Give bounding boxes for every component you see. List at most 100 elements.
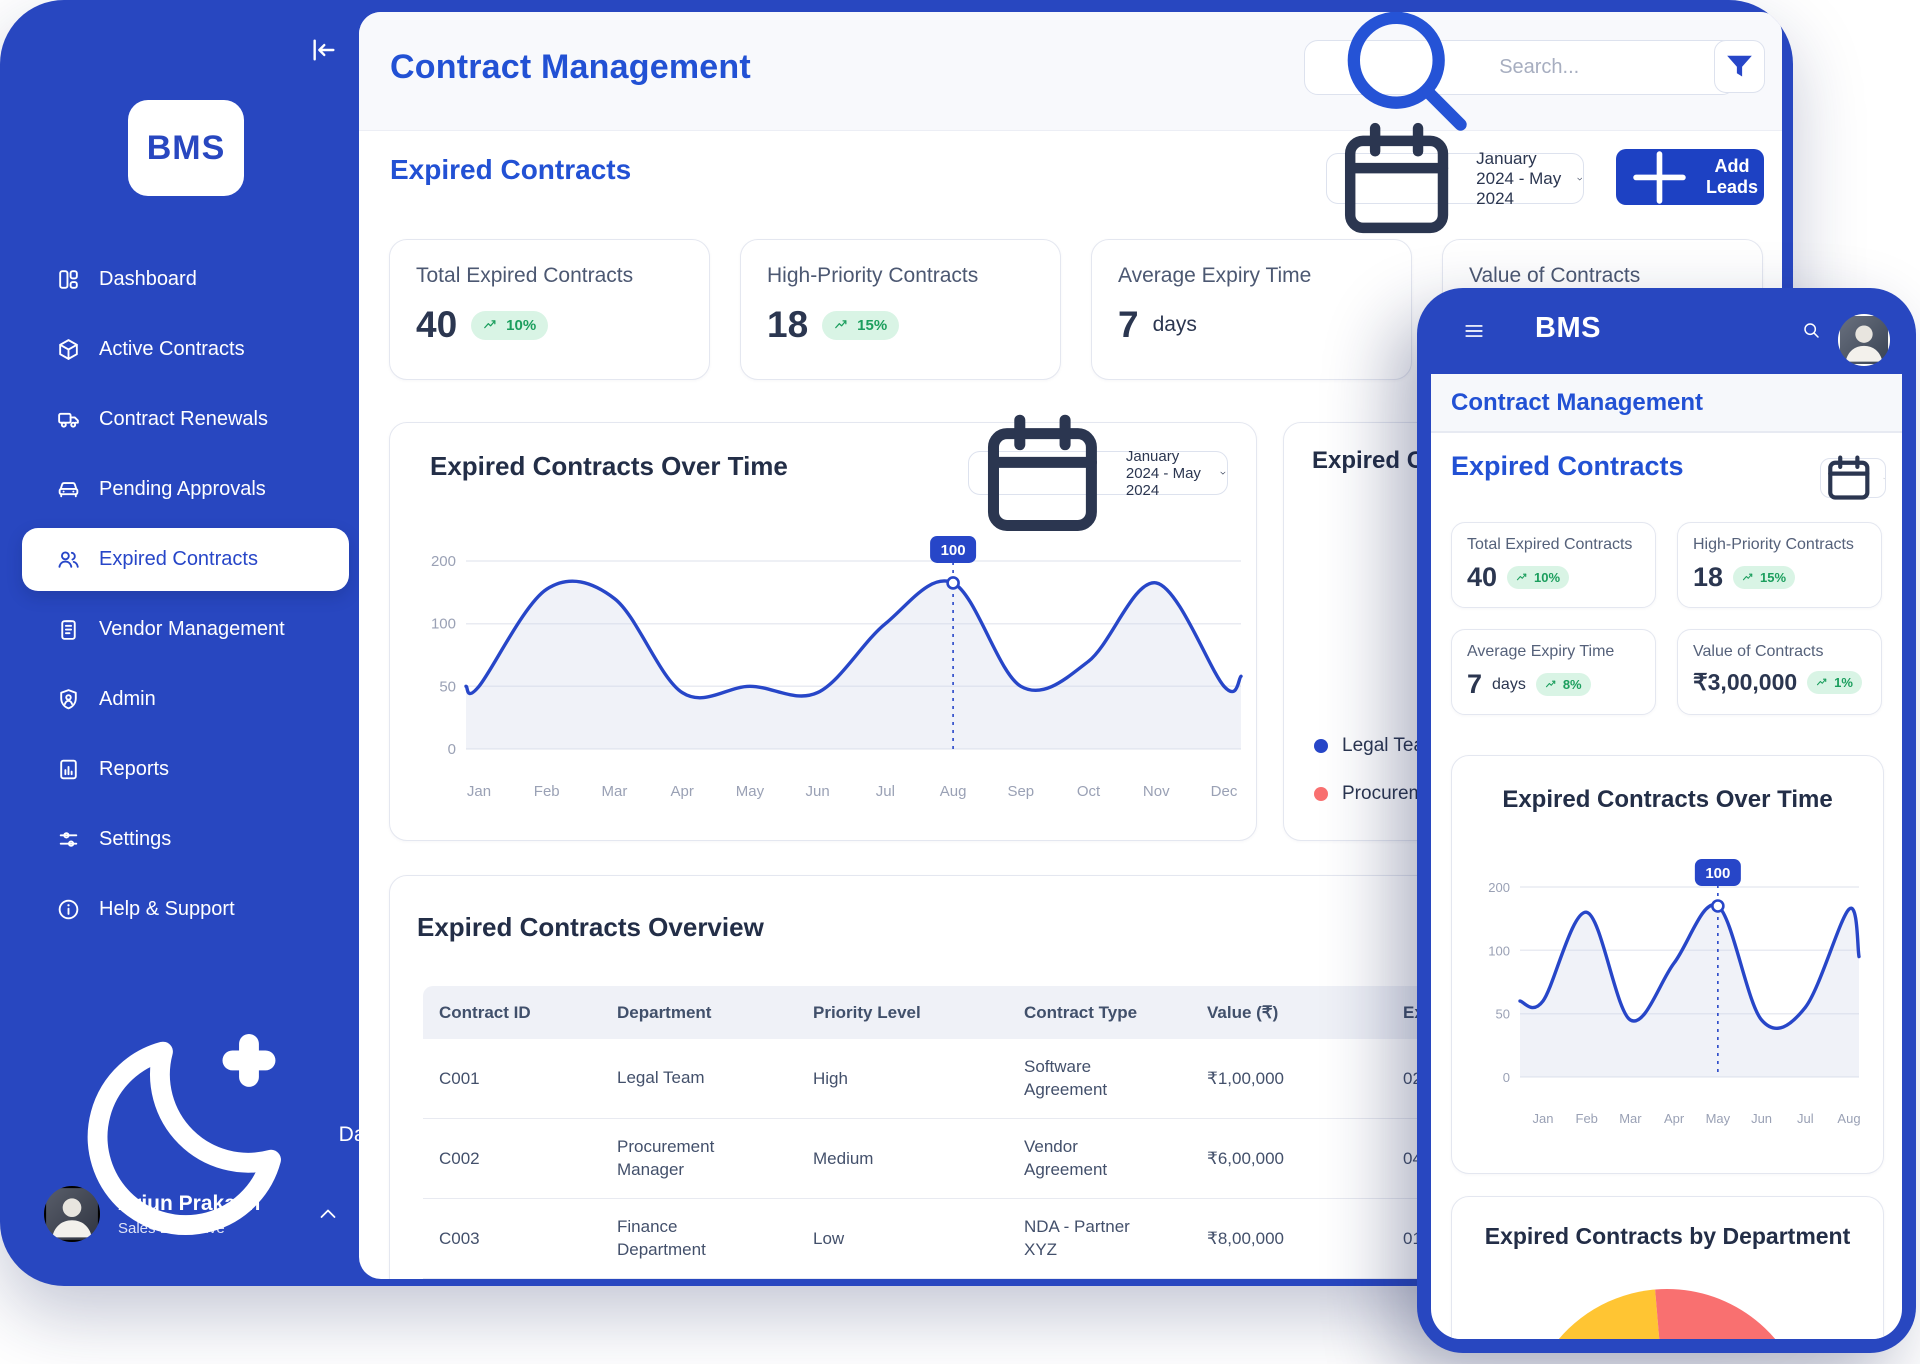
calendar-icon — [1821, 450, 1877, 506]
mobile-chart-title: Expired Contracts Over Time — [1502, 786, 1833, 813]
x-tick-label: Jul — [1797, 1111, 1814, 1126]
mobile-stat-card-high-priority-contracts: High-Priority Contracts 18 15% — [1677, 522, 1882, 608]
search-box[interactable] — [1304, 12, 1736, 132]
table-header-cell: Contract Type — [1024, 1002, 1138, 1022]
cell-type: Vendor Agreement — [1024, 1136, 1108, 1179]
add-leads-button[interactable]: Add Leads — [1616, 149, 1764, 205]
trend-badge: 10% — [471, 310, 549, 340]
search-icon — [1801, 323, 1821, 348]
y-tick-label: 0 — [448, 741, 456, 758]
users-icon — [56, 547, 81, 572]
sidebar-item-label: Admin — [99, 688, 156, 710]
y-tick-label: 50 — [439, 678, 456, 695]
search-input[interactable] — [1497, 55, 1719, 80]
sidebar-item-vendor-management[interactable]: Vendor Management — [22, 598, 349, 661]
cell-department: Procurement Manager — [617, 1136, 715, 1179]
user-profile[interactable]: Arjun Prakash Sales Executive — [30, 1176, 350, 1252]
x-tick-label: Apr — [671, 783, 694, 800]
sidebar-item-pending-approvals[interactable]: Pending Approvals — [22, 458, 349, 521]
x-tick-label: Dec — [1211, 783, 1238, 800]
add-leads-label: Add Leads — [1705, 156, 1759, 197]
stat-value: 7 — [1118, 304, 1139, 345]
dashboard-icon — [56, 267, 81, 292]
stat-unit: days — [1492, 675, 1526, 693]
tooltip-box — [930, 535, 977, 563]
sidebar-item-settings[interactable]: Settings — [22, 808, 349, 871]
sidebar-collapse-button[interactable] — [300, 28, 344, 72]
x-tick-label: Jan — [1533, 1111, 1554, 1126]
brand-logo: BMS — [128, 100, 244, 196]
plus-icon — [1622, 140, 1697, 215]
sidebar-item-expired-contracts[interactable]: Expired Contracts — [22, 528, 349, 591]
pie-slice — [1558, 1289, 1660, 1339]
chevron-down-icon — [1883, 472, 1885, 485]
x-tick-label: May — [736, 783, 765, 800]
line-chart-card: Expired Contracts Over Time January 2024… — [389, 414, 1257, 841]
sidebar-item-label: Pending Approvals — [99, 478, 266, 500]
cell-contract-id: C002 — [439, 1148, 480, 1168]
date-range-value: January 2024 - May 2024 — [1476, 148, 1562, 208]
mobile-search-button[interactable] — [1795, 314, 1827, 346]
expired-over-time-line-chart: 200 100 50 0 Jan Feb Mar Apr May Jun Jul Aug Sep Oct N… — [431, 535, 1243, 800]
settings-icon — [56, 827, 81, 852]
page-title: Contract Management — [390, 48, 751, 86]
trend-badge: 1% — [1807, 671, 1862, 694]
trend-badge-value: 10% — [1534, 570, 1561, 585]
avatar[interactable] — [1838, 314, 1890, 366]
x-tick-label: Aug — [940, 783, 967, 800]
x-tick-label: Jan — [467, 783, 491, 800]
tooltip-box — [1694, 858, 1741, 886]
user-role: Sales Executive — [118, 1219, 225, 1237]
sidebar-item-label: Expired Contracts — [99, 548, 258, 570]
chart-line — [1518, 903, 1861, 1031]
calendar-icon — [969, 400, 1116, 547]
mobile-page-title: Contract Management — [1451, 388, 1704, 416]
stat-title: Value of Contracts — [1693, 643, 1824, 660]
sidebar-item-help-support[interactable]: Help & Support — [22, 878, 349, 941]
mobile-section-title: Expired Contracts — [1451, 451, 1684, 481]
stat-title: High-Priority Contracts — [767, 264, 979, 287]
tooltip-value: 100 — [941, 542, 966, 559]
sidebar-item-label: Help & Support — [99, 898, 235, 920]
table-header-cell: Department — [617, 1002, 712, 1022]
sidebar-item-active-contracts[interactable]: Active Contracts — [22, 318, 349, 381]
sidebar-item-label: Contract Renewals — [99, 408, 268, 430]
cube-icon — [56, 337, 81, 362]
mobile-date-range-picker[interactable] — [1820, 455, 1886, 500]
chart-date-range-picker[interactable]: January 2024 - May 2024 — [968, 414, 1228, 531]
sidebar-item-reports[interactable]: Reports — [22, 738, 349, 801]
filter-button[interactable] — [1714, 40, 1765, 93]
sidebar-item-contract-renewals[interactable]: Contract Renewals — [22, 388, 349, 451]
hamburger-icon — [1463, 325, 1485, 348]
x-tick-label: Mar — [1619, 1111, 1642, 1126]
mobile-stat-card-average-expiry-time: Average Expiry Time 7 days 8% — [1451, 629, 1656, 715]
sidebar-item-label: Dashboard — [99, 268, 197, 290]
brand-logo-text: BMS — [146, 128, 226, 167]
user-name: Arjun Prakash — [118, 1191, 261, 1215]
stat-title: Average Expiry Time — [1118, 264, 1312, 287]
cell-value: ₹6,00,000 — [1207, 1148, 1284, 1168]
stat-card-high-priority-contracts: High-Priority Contracts 18 15% — [740, 239, 1061, 380]
x-tick-label: Apr — [1664, 1111, 1685, 1126]
chevron-up-icon[interactable] — [316, 1202, 340, 1226]
stat-title: Total Expired Contracts — [416, 264, 634, 287]
cell-type: NDA - Partner XYZ — [1024, 1216, 1130, 1259]
sidebar-item-dashboard[interactable]: Dashboard — [22, 248, 349, 311]
chart-area-fill — [1520, 904, 1859, 1077]
trend-up-icon — [483, 317, 500, 334]
stat-card-average-expiry-time: Average Expiry Time 7 days — [1091, 239, 1412, 380]
x-tick-label: Nov — [1143, 783, 1170, 800]
report-icon — [56, 757, 81, 782]
legend-label: Legal Team — [1342, 735, 1440, 756]
stat-title: Average Expiry Time — [1467, 643, 1615, 660]
y-tick-label: 200 — [1488, 880, 1510, 895]
info-icon — [56, 897, 81, 922]
hamburger-menu-button[interactable] — [1457, 316, 1491, 346]
x-tick-label: Feb — [534, 783, 560, 800]
mobile-content: Contract Management Expired Contracts To… — [1431, 374, 1902, 1339]
sidebar-item-admin[interactable]: Admin — [22, 668, 349, 731]
theme-toggle[interactable]: Dark — [22, 1034, 383, 1236]
y-tick-label: 0 — [1503, 1070, 1510, 1085]
date-range-picker[interactable]: January 2024 - May 2024 — [1326, 122, 1584, 234]
